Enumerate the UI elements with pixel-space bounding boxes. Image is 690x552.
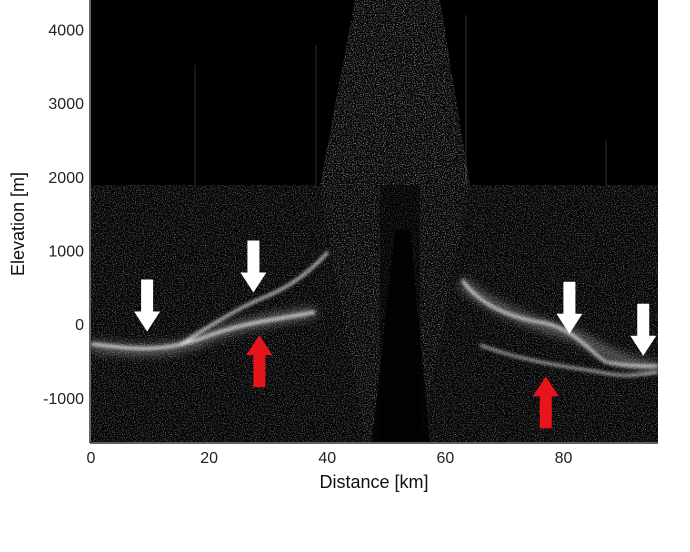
nadir-shadow [372, 230, 430, 442]
x-tick-label: 0 [87, 450, 96, 467]
y-tick-label: 3000 [48, 96, 84, 113]
vertical-streaks [194, 15, 607, 185]
y-tick-label: 4000 [48, 22, 84, 39]
white-arrow-icon [240, 240, 267, 293]
white-arrow-icon [134, 279, 161, 332]
clutter-region [91, 0, 658, 442]
y-axis-title: Elevation [m] [8, 172, 28, 276]
x-axis-ticks: 0 20 40 60 80 [87, 450, 573, 467]
x-axis-title: Distance [km] [319, 472, 428, 492]
radargram-image [91, 0, 658, 442]
white-arrow-icon [630, 303, 657, 356]
y-tick-label: 0 [75, 317, 84, 334]
y-tick-label: 2000 [48, 170, 84, 187]
x-tick-label: 60 [436, 450, 454, 467]
red-arrow-icon [246, 335, 273, 388]
y-axis-ticks: 4000 3000 2000 1000 0 -1000 [43, 22, 84, 407]
red-arrow-icon [532, 376, 559, 429]
arrow-annotations [134, 240, 657, 429]
y-tick-label: 1000 [48, 243, 84, 260]
x-tick-label: 80 [555, 450, 573, 467]
white-arrow-icon [556, 281, 583, 334]
x-tick-label: 20 [200, 450, 218, 467]
y-tick-label: -1000 [43, 391, 84, 408]
x-tick-label: 40 [318, 450, 336, 467]
axes [89, 0, 658, 444]
